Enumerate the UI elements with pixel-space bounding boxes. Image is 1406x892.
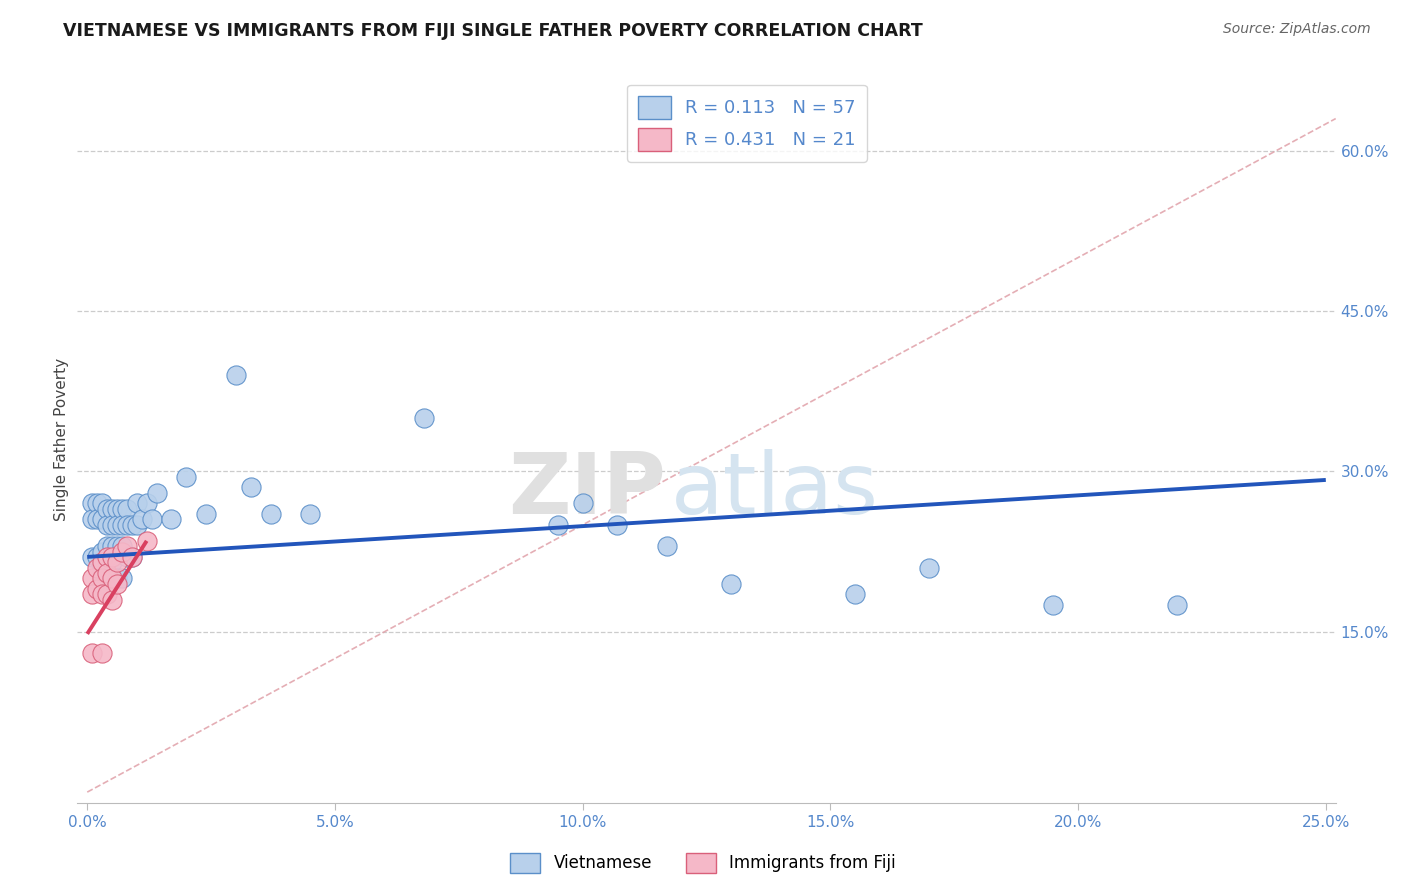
Point	[101, 571, 124, 585]
Text: Source: ZipAtlas.com: Source: ZipAtlas.com	[1223, 22, 1371, 37]
Point	[91, 560, 114, 574]
Point	[413, 411, 436, 425]
Point	[115, 549, 138, 564]
Point	[86, 582, 108, 596]
Point	[115, 517, 138, 532]
Point	[160, 512, 183, 526]
Point	[115, 501, 138, 516]
Point	[86, 549, 108, 564]
Point	[111, 517, 134, 532]
Point	[121, 517, 143, 532]
Point	[82, 587, 104, 601]
Point	[115, 539, 138, 553]
Text: atlas: atlas	[671, 449, 879, 532]
Legend: R = 0.113   N = 57, R = 0.431   N = 21: R = 0.113 N = 57, R = 0.431 N = 21	[627, 85, 866, 162]
Point	[111, 501, 134, 516]
Point	[101, 549, 124, 564]
Text: VIETNAMESE VS IMMIGRANTS FROM FIJI SINGLE FATHER POVERTY CORRELATION CHART: VIETNAMESE VS IMMIGRANTS FROM FIJI SINGL…	[63, 22, 922, 40]
Point	[96, 501, 118, 516]
Point	[844, 587, 866, 601]
Point	[82, 646, 104, 660]
Point	[145, 485, 167, 500]
Point	[105, 576, 128, 591]
Point	[96, 539, 118, 553]
Point	[86, 560, 108, 574]
Point	[101, 592, 124, 607]
Point	[91, 496, 114, 510]
Legend: Vietnamese, Immigrants from Fiji: Vietnamese, Immigrants from Fiji	[503, 847, 903, 880]
Point	[101, 555, 124, 569]
Text: ZIP: ZIP	[509, 449, 666, 532]
Point	[101, 571, 124, 585]
Point	[91, 587, 114, 601]
Point	[135, 496, 157, 510]
Point	[91, 555, 114, 569]
Point	[121, 549, 143, 564]
Point	[111, 544, 134, 558]
Point	[105, 501, 128, 516]
Point	[101, 517, 124, 532]
Point	[82, 549, 104, 564]
Point	[918, 560, 941, 574]
Point	[547, 517, 569, 532]
Point	[82, 512, 104, 526]
Point	[96, 549, 118, 564]
Point	[655, 539, 678, 553]
Point	[111, 539, 134, 553]
Point	[135, 533, 157, 548]
Point	[131, 512, 153, 526]
Point	[1166, 598, 1188, 612]
Point	[96, 576, 118, 591]
Point	[96, 555, 118, 569]
Point	[105, 539, 128, 553]
Point	[86, 496, 108, 510]
Point	[225, 368, 247, 383]
Point	[82, 571, 104, 585]
Point	[105, 555, 128, 569]
Point	[91, 576, 114, 591]
Point	[141, 512, 163, 526]
Point	[91, 646, 114, 660]
Point	[195, 507, 218, 521]
Y-axis label: Single Father Poverty: Single Father Poverty	[53, 358, 69, 521]
Point	[606, 517, 628, 532]
Point	[96, 566, 118, 580]
Point	[259, 507, 281, 521]
Point	[91, 512, 114, 526]
Point	[239, 480, 262, 494]
Point	[91, 544, 114, 558]
Point	[96, 517, 118, 532]
Point	[125, 517, 148, 532]
Point	[96, 587, 118, 601]
Point	[82, 496, 104, 510]
Point	[125, 496, 148, 510]
Point	[105, 571, 128, 585]
Point	[86, 512, 108, 526]
Point	[1042, 598, 1064, 612]
Point	[101, 539, 124, 553]
Point	[111, 571, 134, 585]
Point	[105, 517, 128, 532]
Point	[101, 501, 124, 516]
Point	[299, 507, 322, 521]
Point	[121, 549, 143, 564]
Point	[176, 469, 198, 483]
Point	[91, 571, 114, 585]
Point	[571, 496, 593, 510]
Point	[720, 576, 742, 591]
